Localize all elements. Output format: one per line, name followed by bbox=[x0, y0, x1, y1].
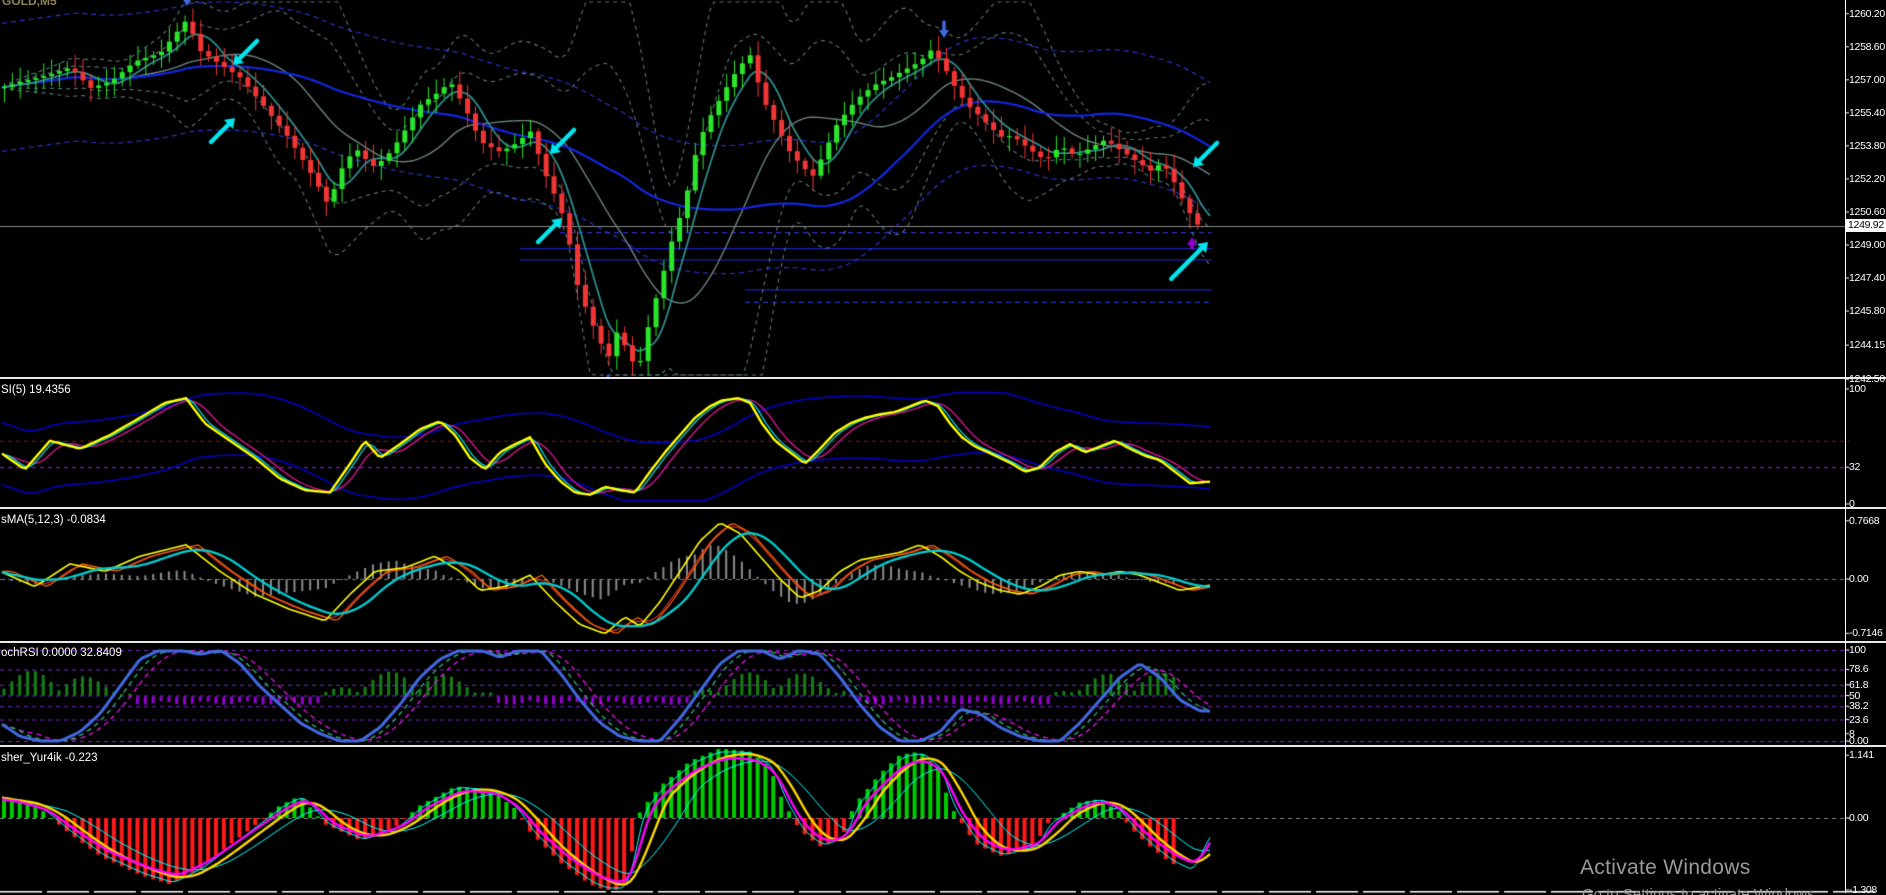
panel-separator[interactable] bbox=[0, 641, 1886, 643]
price-axis-line[interactable] bbox=[1845, 0, 1846, 893]
panel-separator[interactable] bbox=[0, 377, 1886, 379]
panel-separator[interactable] bbox=[0, 507, 1886, 509]
current-price-box: 1249.92 bbox=[1846, 219, 1886, 232]
panel-separator[interactable] bbox=[0, 745, 1886, 747]
